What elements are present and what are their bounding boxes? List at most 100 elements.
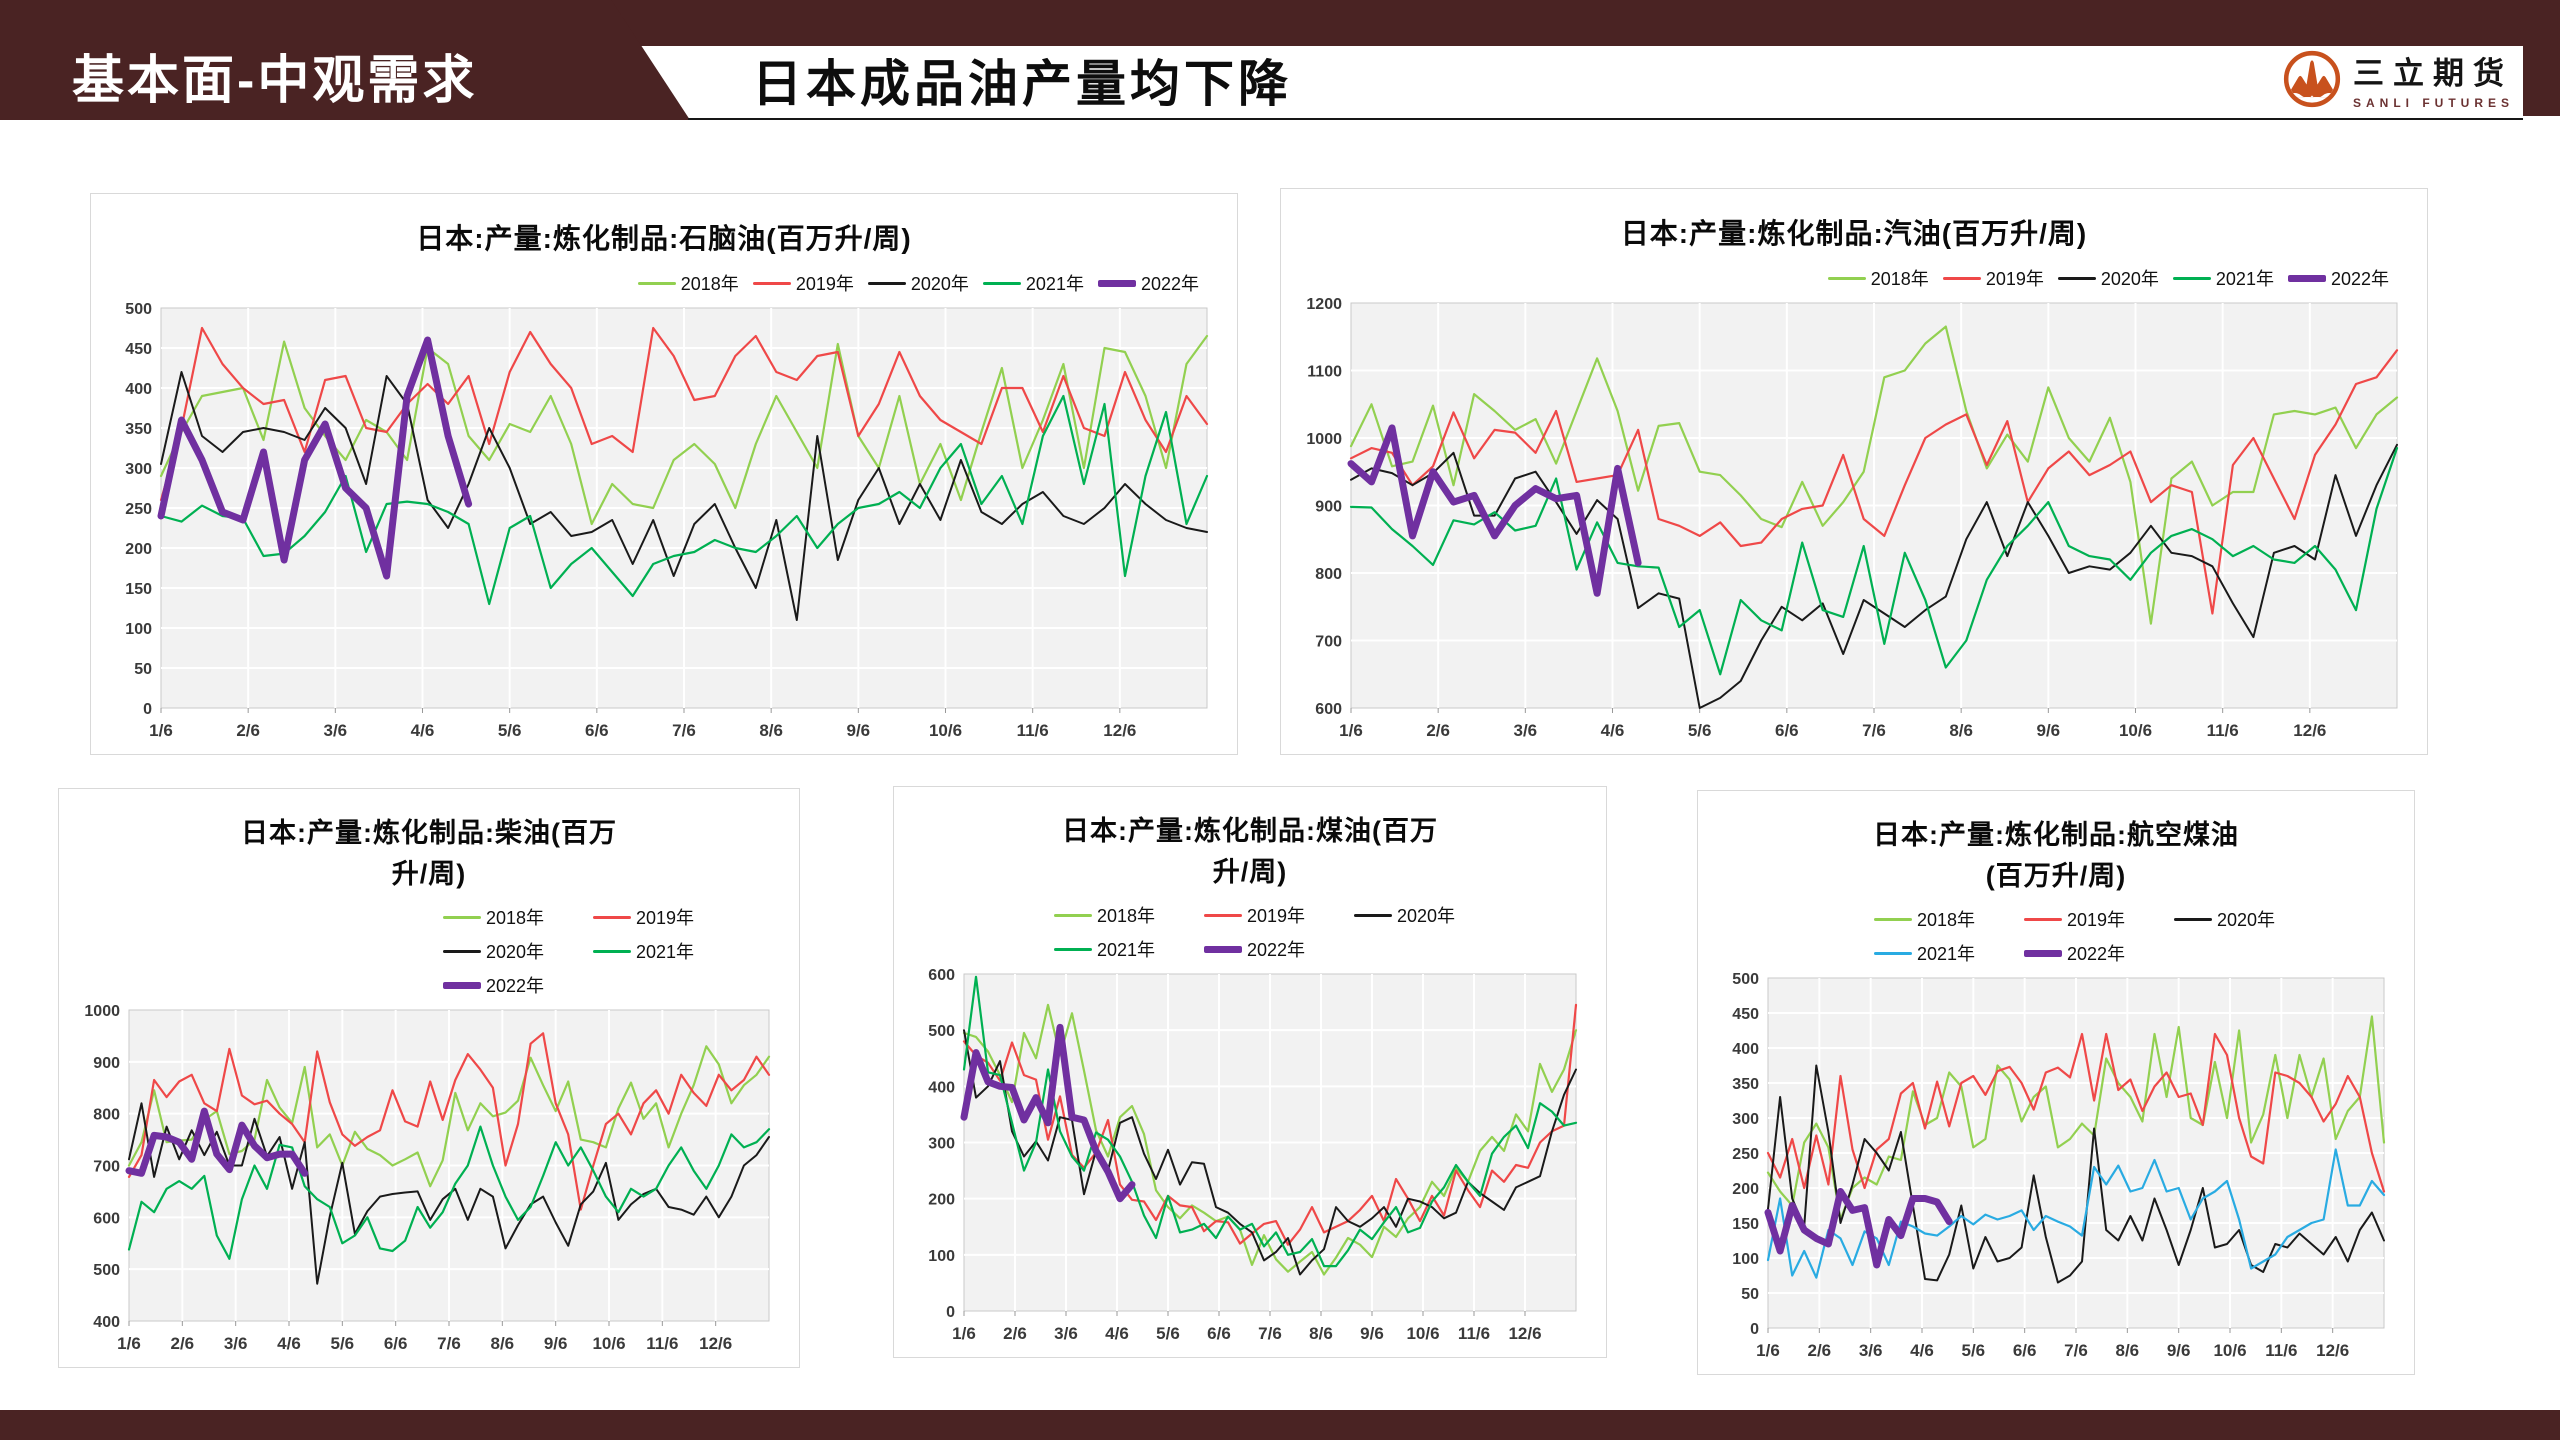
svg-text:700: 700 (93, 1159, 120, 1176)
legend-swatch (2024, 917, 2062, 921)
legend-swatch (443, 981, 481, 989)
legend-label: 2019年 (1985, 269, 2044, 289)
footer-band (0, 1410, 2560, 1440)
svg-text:1/6: 1/6 (1339, 721, 1363, 740)
legend-item-2020年: 2020年 (2057, 265, 2159, 291)
legend-label: 2022年 (2067, 944, 2126, 964)
svg-text:0: 0 (143, 701, 152, 718)
svg-text:8/6: 8/6 (1309, 1324, 1333, 1343)
svg-text:1/6: 1/6 (1756, 1341, 1780, 1360)
chart-title-line: 日本:产量:炼化制品:柴油(百万 (241, 818, 617, 848)
svg-text:1100: 1100 (1307, 364, 1342, 381)
chart-title: 日本:产量:炼化制品:煤油(百万 升/周) (906, 811, 1594, 892)
svg-text:10/6: 10/6 (2213, 1341, 2246, 1360)
svg-text:400: 400 (125, 381, 152, 398)
legend-swatch (593, 915, 631, 919)
chart-legend: 2018年 2019年 2020年 2021年 2022年 (1293, 265, 2389, 291)
svg-text:600: 600 (1315, 701, 1342, 718)
svg-text:600: 600 (928, 967, 955, 984)
logo-mountain-icon (2283, 50, 2341, 108)
legend-label: 2021年 (1917, 944, 1976, 964)
svg-text:250: 250 (1732, 1146, 1759, 1163)
logo-text: 三立期货 SANLI FUTURES (2353, 48, 2514, 110)
legend-label: 2019年 (2067, 910, 2126, 930)
svg-text:100: 100 (928, 1248, 955, 1265)
chart-card-gasoline: 日本:产量:炼化制品:汽油(百万升/周) 2018年 2019年 2020年 2021年… (1280, 188, 2428, 755)
title-underline (688, 118, 2523, 120)
svg-text:300: 300 (1732, 1111, 1759, 1128)
svg-text:9/6: 9/6 (2037, 721, 2061, 740)
legend-item-2019年: 2019年 (752, 270, 854, 296)
svg-text:1/6: 1/6 (952, 1324, 976, 1343)
chart-legend: 2018年 2019年 2020年 2021年 2022年 (103, 270, 1199, 296)
legend-swatch (443, 915, 481, 919)
legend-swatch (2287, 274, 2326, 282)
chart-plot: 0 50 100 150 200 250 300 350 400 450 500 1/6 2/6 3/6 4… (125, 301, 1209, 740)
svg-text:2/6: 2/6 (236, 721, 260, 740)
svg-text:0: 0 (946, 1304, 955, 1321)
legend-label: 2021年 (1025, 274, 1084, 294)
chart-card-naphtha: 日本:产量:炼化制品:石脑油(百万升/周) 2018年 2019年 2020年 2021… (90, 193, 1238, 755)
legend-item-2021年: 2021年 (982, 270, 1084, 296)
svg-text:150: 150 (125, 581, 152, 598)
legend-swatch (1204, 913, 1242, 917)
series-line-2022年 (960, 1023, 1136, 1203)
legend-item-2022年: 2022年 (1097, 270, 1199, 296)
svg-text:300: 300 (928, 1136, 955, 1153)
x-axis-labels: 1/6 2/6 3/6 4/6 5/6 6/6 7/6 8/6 9/6 10/6 11/6 12/6 (1756, 1328, 2349, 1360)
gridlines (1768, 978, 2384, 1328)
series-line-2021年 (962, 975, 1578, 1268)
chart-plot: 400 500 600 700 800 900 1000 1/6 2/6 3/6 4/6 5/6 6/6… (84, 1003, 771, 1353)
legend-swatch (752, 281, 791, 285)
x-axis-labels: 1/6 2/6 3/6 4/6 5/6 6/6 7/6 8/6 9/6 10/6 11/6 12/6 (952, 1311, 1542, 1343)
svg-text:400: 400 (1732, 1041, 1759, 1058)
legend-item-2018年: 2018年 (443, 904, 593, 930)
svg-text:400: 400 (93, 1314, 120, 1331)
legend-item-2022年: 2022年 (2024, 940, 2174, 966)
svg-text:7/6: 7/6 (2064, 1341, 2088, 1360)
legend-item-2020年: 2020年 (2174, 906, 2324, 932)
legend-label: 2022年 (1247, 940, 1306, 960)
svg-text:500: 500 (93, 1262, 120, 1279)
legend-swatch (1942, 276, 1981, 280)
header-band-right (2523, 0, 2560, 116)
series-line-2018年 (1766, 1015, 2386, 1221)
legend-item-2022年: 2022年 (443, 972, 593, 998)
svg-text:100: 100 (125, 621, 152, 638)
series-line-2022年 (1347, 424, 1642, 597)
svg-text:5/6: 5/6 (1156, 1324, 1180, 1343)
legend-swatch (1874, 917, 1912, 921)
svg-text:5/6: 5/6 (498, 721, 522, 740)
svg-text:100: 100 (1732, 1251, 1759, 1268)
chart-plot: 0 50 100 150 200 250 300 350 400 450 500 1/6 2/6 3/6 4… (1732, 971, 2386, 1360)
legend-swatch (1097, 279, 1136, 287)
svg-text:150: 150 (1732, 1216, 1759, 1233)
legend-label: 2022年 (486, 976, 545, 996)
legend-item-2021年: 2021年 (1054, 936, 1204, 962)
header-section-tab (0, 0, 690, 120)
svg-text:10/6: 10/6 (929, 721, 962, 740)
svg-text:0: 0 (1750, 1321, 1759, 1338)
y-axis-labels: 0 100 200 300 400 500 600 (928, 967, 955, 1321)
svg-text:500: 500 (1732, 971, 1759, 988)
chart-title: 日本:产量:炼化制品:石脑油(百万升/周) (103, 218, 1225, 260)
legend-swatch (1874, 951, 1912, 955)
chart-title-line: 日本:产量:炼化制品:石脑油(百万升/周) (416, 223, 912, 254)
chart-title: 日本:产量:炼化制品:汽油(百万升/周) (1293, 213, 2415, 255)
svg-text:1200: 1200 (1306, 296, 1342, 313)
svg-text:800: 800 (93, 1107, 120, 1124)
svg-text:400: 400 (928, 1079, 955, 1096)
series-line-2021年 (159, 394, 1209, 606)
legend-label: 2020年 (910, 274, 969, 294)
svg-text:9/6: 9/6 (544, 1334, 568, 1353)
svg-text:6/6: 6/6 (585, 721, 609, 740)
legend-swatch (443, 949, 481, 953)
chart-card-kerosene: 日本:产量:炼化制品:煤油(百万 升/周) 2018年 2019年 2020年 2021年… (893, 786, 1607, 1358)
legend-item-2022年: 2022年 (2287, 265, 2389, 291)
legend-item-2020年: 2020年 (867, 270, 969, 296)
svg-text:900: 900 (93, 1055, 120, 1072)
svg-text:5/6: 5/6 (1688, 721, 1712, 740)
chart-legend: 2018年 2019年 2020年 2021年 2022年 (1054, 902, 1506, 962)
chart-title-line: 日本:产量:炼化制品:煤油(百万 (1062, 816, 1438, 846)
svg-text:4/6: 4/6 (277, 1334, 301, 1353)
